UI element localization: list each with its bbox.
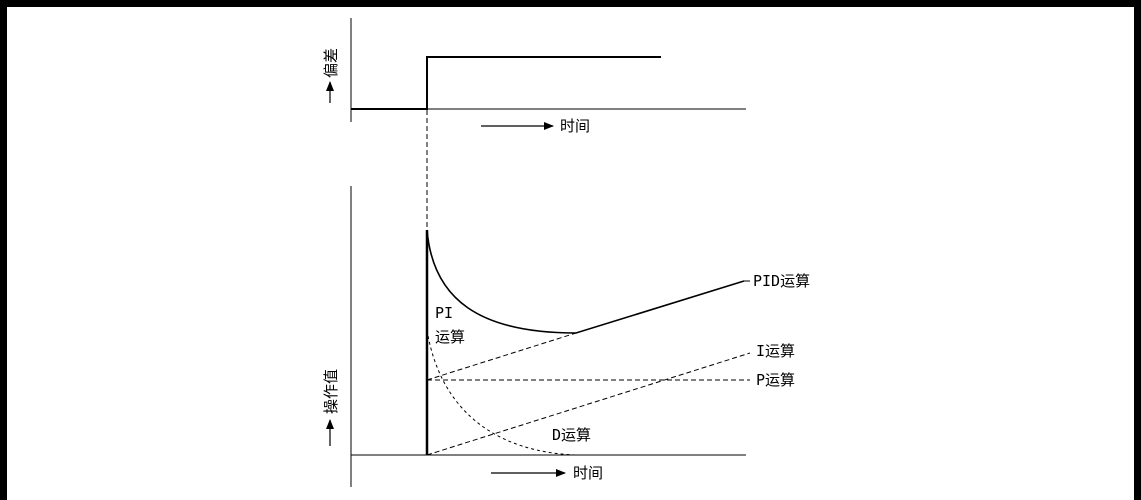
pi-label-line1: PI (435, 304, 453, 322)
pid-curve (426, 229, 745, 334)
bottom-x-axis-label: 时间 (573, 464, 603, 482)
pi-label-line2: 运算 (435, 328, 465, 346)
bottom-y-axis-label: 操作值 (322, 369, 340, 414)
i-label: I运算 (756, 342, 795, 360)
pid-label: PID运算 (753, 272, 810, 290)
top-y-axis-label: 偏差 (322, 48, 340, 78)
d-label: D运算 (552, 426, 591, 444)
top-x-axis-label: 时间 (560, 117, 590, 135)
pi-curve (426, 332, 577, 381)
p-label: P运算 (756, 371, 795, 389)
deviation-step-line (351, 56, 661, 110)
i-curve (426, 352, 751, 456)
